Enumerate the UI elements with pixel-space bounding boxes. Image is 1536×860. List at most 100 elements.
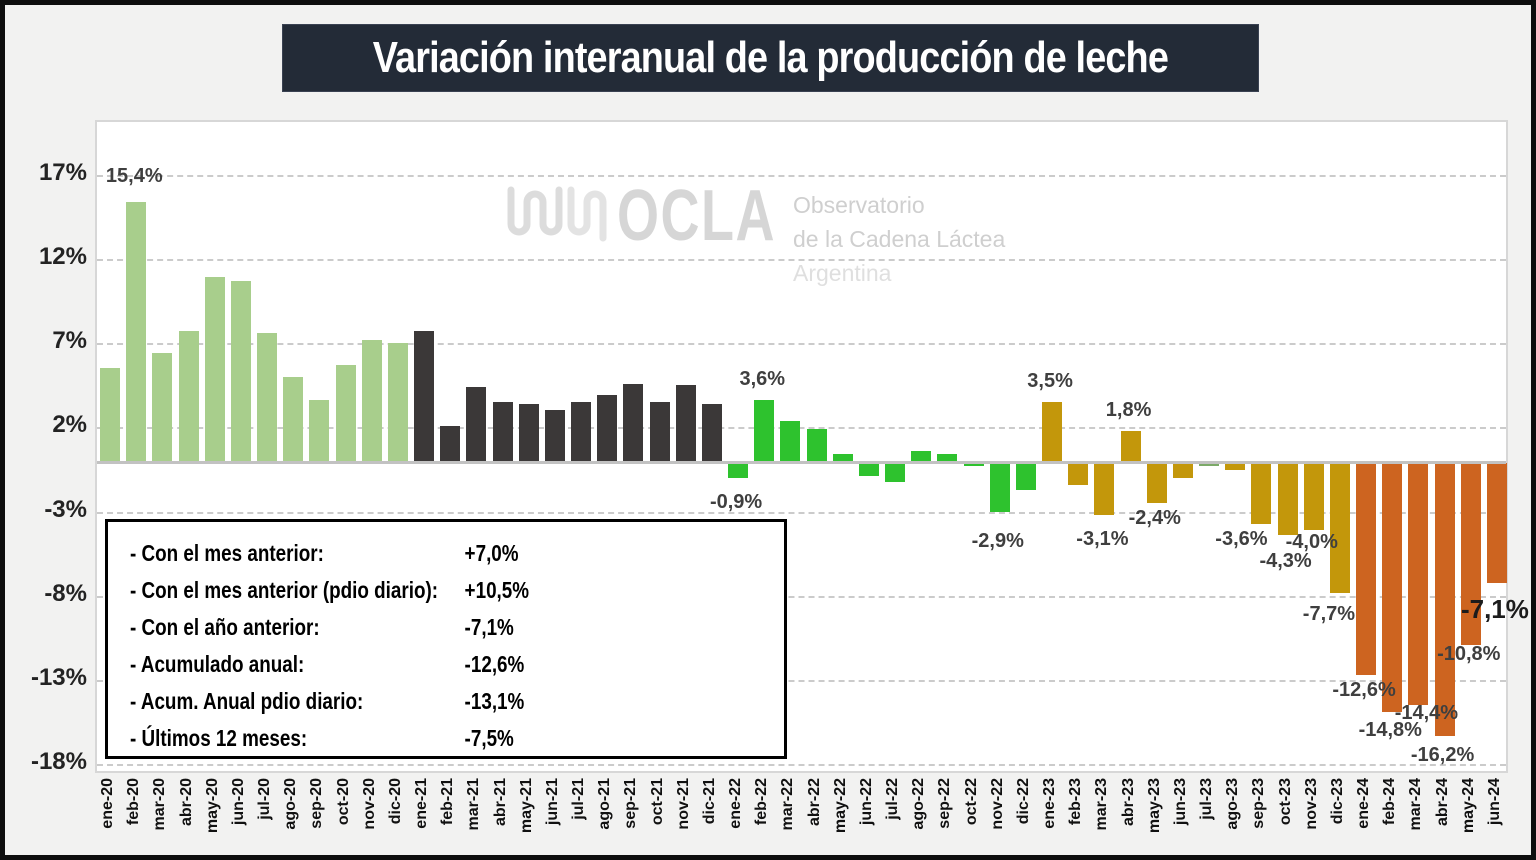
bar-dic-20 xyxy=(387,343,408,461)
bar-feb-23 xyxy=(1068,463,1089,485)
stats-row: - Con el mes anterior (pdio diario): +10,… xyxy=(130,572,784,609)
x-tick-label-ago-23: ago-23 xyxy=(1224,778,1242,830)
y-tick-label: -18% xyxy=(30,748,87,776)
y-tick-label: -8% xyxy=(44,579,87,607)
bar-may-22 xyxy=(832,454,853,461)
bar-feb-22 xyxy=(754,400,775,461)
gridline-7 xyxy=(97,343,1506,346)
bar-mar-22 xyxy=(780,420,801,461)
data-label-may-23: -2,4% xyxy=(1128,507,1181,530)
bar-ene-21 xyxy=(414,331,435,461)
bar-jul-22 xyxy=(885,463,906,482)
ocla-org-line-2: de la Cadena Láctea xyxy=(792,226,1006,252)
stats-label: - Acum. Anual pdio diario: xyxy=(130,688,364,714)
bar-feb-21 xyxy=(440,425,461,461)
x-tick-label-sep-22: sep-22 xyxy=(936,778,954,829)
gridline-17 xyxy=(97,174,1506,177)
bar-mar-24 xyxy=(1408,463,1429,706)
chart-title: Variación interanual de la producción de… xyxy=(372,33,1169,82)
y-tick-label: -3% xyxy=(44,495,87,523)
x-tick-label-may-23: may-23 xyxy=(1145,778,1163,834)
x-tick-label-abr-23: abr-23 xyxy=(1119,778,1137,827)
x-tick-label-jun-22: jun-22 xyxy=(857,778,875,826)
x-tick-label-dic-22: dic-22 xyxy=(1014,778,1032,825)
x-tick-label-nov-23: nov-23 xyxy=(1302,778,1320,830)
x-tick-label-ene-23: ene-23 xyxy=(1041,778,1059,829)
y-tick-label: 2% xyxy=(52,411,87,439)
x-tick-label-jun-20: jun-20 xyxy=(229,778,247,826)
bar-jun-20 xyxy=(230,280,251,461)
data-label-sep-23: -3,6% xyxy=(1215,527,1268,550)
x-tick-label-mar-22: mar-22 xyxy=(779,778,797,831)
stats-label: - Con el mes anterior (pdio diario): xyxy=(130,577,439,603)
x-tick-label-mar-20: mar-20 xyxy=(151,778,169,831)
gridline--18 xyxy=(97,764,1506,767)
x-tick-label-may-24: may-24 xyxy=(1459,778,1477,834)
data-label-jun-24: -7,1% xyxy=(1460,593,1529,624)
stats-row: - Con el año anterior: -7,1% xyxy=(130,609,784,646)
stats-value: -7,1% xyxy=(464,614,514,640)
stats-label: - Acumulado anual: xyxy=(130,651,305,677)
bar-jun-24 xyxy=(1486,463,1507,583)
bar-mar-21 xyxy=(466,386,487,461)
bar-sep-20 xyxy=(309,400,330,461)
ocla-org-name: Observatorio de la Cadena Láctea Argenti… xyxy=(793,186,1005,290)
bar-ene-24 xyxy=(1356,463,1377,676)
data-label-abr-24: -16,2% xyxy=(1410,743,1475,766)
stats-row: - Acum. Anual pdio diario: -13,1% xyxy=(130,683,784,720)
bar-oct-21 xyxy=(649,402,670,461)
x-tick-label-feb-24: feb-24 xyxy=(1381,778,1399,826)
ocla-watermark: OCLA Observatorio de la Cadena Láctea Ar… xyxy=(505,176,1005,290)
x-tick-label-abr-20: abr-20 xyxy=(177,778,195,827)
x-tick-label-abr-24: abr-24 xyxy=(1433,778,1451,827)
bar-jun-22 xyxy=(858,463,879,477)
bar-oct-23 xyxy=(1277,463,1298,536)
stats-label: - Últimos 12 meses: xyxy=(130,725,308,751)
x-tick-label-dic-23: dic-23 xyxy=(1328,778,1346,825)
data-label-oct-23: -4,3% xyxy=(1259,550,1312,573)
bar-sep-23 xyxy=(1251,463,1272,524)
x-tick-label-oct-20: oct-20 xyxy=(334,778,352,826)
bar-abr-23 xyxy=(1120,430,1141,461)
stats-label: - Con el mes anterior: xyxy=(130,540,324,566)
bar-abr-22 xyxy=(806,429,827,461)
ocla-squiggle-icon xyxy=(507,186,607,242)
bar-ene-23 xyxy=(1042,402,1063,461)
x-tick-label-nov-21: nov-21 xyxy=(674,778,692,830)
stats-value: +10,5% xyxy=(464,577,530,603)
gridline-12 xyxy=(97,258,1506,261)
bar-nov-21 xyxy=(675,385,696,461)
x-tick-label-ene-24: ene-24 xyxy=(1355,778,1373,829)
zero-baseline xyxy=(97,461,1506,464)
x-tick-label-feb-22: feb-22 xyxy=(753,778,771,826)
stats-row: - Últimos 12 meses: -7,5% xyxy=(130,720,784,756)
data-label-ene-24: -12,6% xyxy=(1332,679,1396,702)
x-tick-label-dic-20: dic-20 xyxy=(386,778,404,825)
data-label-nov-22: -2,9% xyxy=(971,529,1024,552)
bar-dic-21 xyxy=(701,403,722,461)
y-tick-label: 12% xyxy=(38,242,87,270)
x-tick-label-may-20: may-20 xyxy=(203,778,221,834)
y-tick-label: -13% xyxy=(30,663,87,691)
x-tick-label-mar-23: mar-23 xyxy=(1093,778,1111,831)
bar-jul-20 xyxy=(257,333,278,461)
bar-may-24 xyxy=(1460,463,1481,645)
stats-value: -13,1% xyxy=(464,688,525,714)
bar-may-23 xyxy=(1146,463,1167,504)
bar-ago-20 xyxy=(283,376,304,461)
x-tick-label-jun-23: jun-23 xyxy=(1171,778,1189,826)
ocla-org-line-1: Observatorio xyxy=(792,192,925,218)
data-label-feb-20: 15,4% xyxy=(105,164,163,187)
data-label-nov-23: -4,0% xyxy=(1285,531,1338,554)
bar-dic-22 xyxy=(1015,463,1036,490)
ocla-logo-text: OCLA xyxy=(617,176,776,256)
bar-abr-21 xyxy=(492,402,513,461)
x-tick-label-may-22: may-22 xyxy=(831,778,849,834)
bar-ago-23 xyxy=(1225,463,1246,470)
stats-value: -7,5% xyxy=(464,725,514,751)
stats-row: - Con el mes anterior: +7,0% xyxy=(130,535,784,572)
x-tick-label-feb-23: feb-23 xyxy=(1067,778,1085,826)
x-tick-label-feb-20: feb-20 xyxy=(125,778,143,826)
x-tick-label-nov-20: nov-20 xyxy=(360,778,378,830)
